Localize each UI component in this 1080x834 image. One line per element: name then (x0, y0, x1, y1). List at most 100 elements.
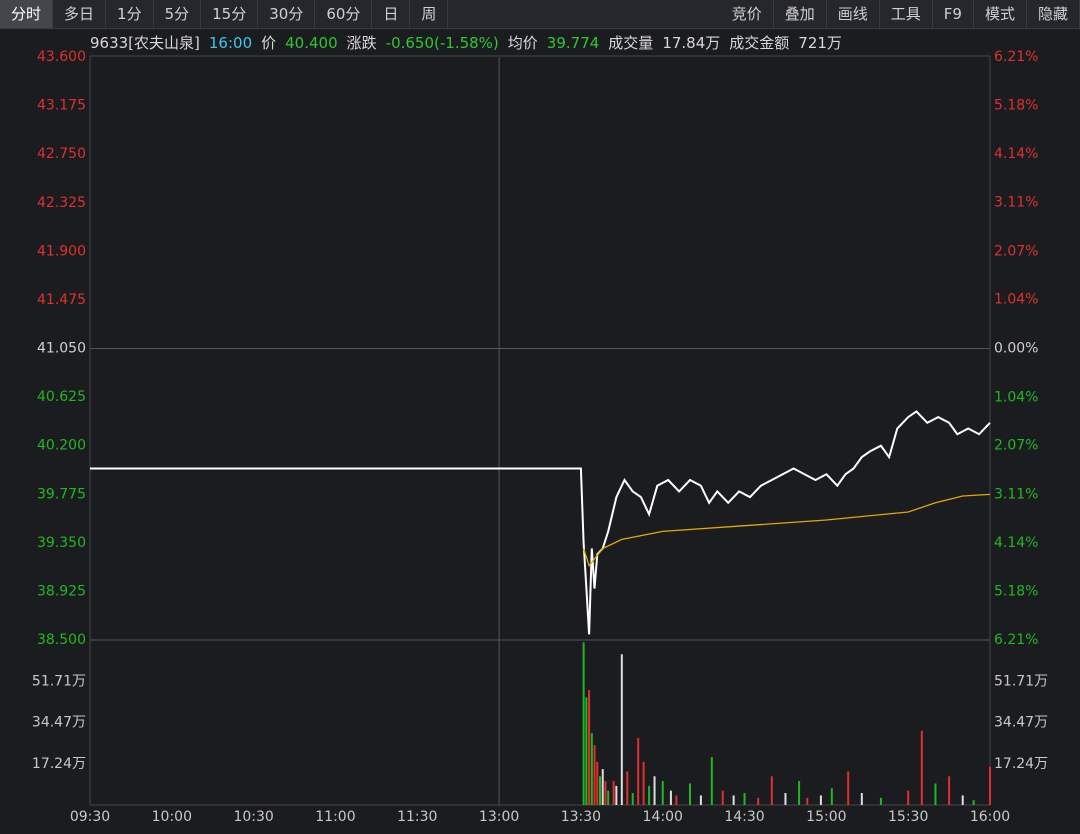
tool-button[interactable]: 工具 (880, 0, 933, 28)
y2-tick-label: 1.04% (994, 389, 1038, 405)
y-tick-label: 43.175 (37, 98, 86, 114)
volume-bar (961, 795, 964, 805)
x-tick-label: 13:00 (479, 809, 519, 825)
volume-bar (585, 697, 588, 805)
volume-bar (612, 781, 615, 805)
volume-bar (669, 790, 672, 805)
volume-bar (819, 795, 822, 805)
x-tick-label: 15:30 (888, 809, 928, 825)
price-line (582, 493, 991, 568)
tab[interactable]: 多日 (53, 0, 107, 28)
y2-tick-label: 3.11% (994, 486, 1038, 502)
volume-bar (620, 654, 623, 805)
y2-tick-label: 5.18% (994, 584, 1038, 600)
x-tick-label: 14:30 (724, 809, 764, 825)
volume-bar (653, 776, 656, 805)
tab[interactable]: 1分 (106, 0, 154, 28)
volume-bar (770, 776, 773, 805)
volume-bar (642, 761, 645, 805)
volume-bar (907, 790, 910, 805)
volume-bar (948, 776, 951, 805)
x-tick-label: 13:30 (561, 809, 601, 825)
volume-bar (615, 785, 618, 805)
volume-tick-label-right: 17.24万 (994, 756, 1048, 772)
tab[interactable]: 60分 (315, 0, 373, 28)
y-tick-label: 40.200 (37, 438, 86, 454)
volume-bar (582, 642, 585, 805)
volume-tick-label: 51.71万 (32, 673, 86, 689)
tool-button[interactable]: 隐藏 (1027, 0, 1080, 28)
plot-frame (89, 55, 991, 806)
volume-bar (699, 795, 702, 805)
y-tick-label: 38.500 (37, 632, 86, 648)
volume-bar (710, 757, 713, 805)
y-tick-label: 41.900 (37, 243, 86, 259)
volume-bar (626, 771, 629, 805)
tool-button[interactable]: 竞价 (721, 0, 774, 28)
quote-field: 成交金额 (729, 34, 790, 52)
quote-field: 价 (261, 34, 277, 52)
quote-field: 9633[农夫山泉] (90, 34, 200, 52)
x-tick-label: 09:30 (70, 809, 110, 825)
quote-field: 17.84万 (662, 34, 721, 52)
volume-bar (847, 771, 850, 805)
y-tick-label: 39.350 (37, 535, 86, 551)
y2-tick-label: 6.21% (994, 49, 1038, 65)
volume-bar (732, 795, 735, 805)
volume-bar (721, 790, 724, 805)
y2-tick-label: 1.04% (994, 292, 1038, 308)
x-tick-label: 14:00 (643, 809, 683, 825)
quote-field: 涨跌 (346, 34, 377, 52)
volume-bar (784, 793, 787, 805)
volume-bar (743, 793, 746, 805)
volume-bar (648, 785, 651, 805)
quote-field: 721万 (798, 34, 842, 52)
quote-field: 16:00 (208, 34, 253, 52)
volume-bar (637, 738, 640, 805)
volume-bar (989, 766, 991, 805)
y2-tick-label: 3.11% (994, 195, 1038, 211)
volume-bar (596, 761, 599, 805)
tab[interactable]: 5分 (154, 0, 202, 28)
tab[interactable]: 15分 (201, 0, 259, 28)
volume-bar (590, 733, 593, 805)
volume-bar (631, 793, 634, 805)
tool-button[interactable]: F9 (933, 0, 974, 28)
y2-tick-label: 4.14% (994, 535, 1038, 551)
x-tick-label: 10:00 (152, 809, 192, 825)
volume-bar (588, 690, 591, 805)
volume-bar (972, 800, 975, 805)
volume-bar (661, 781, 664, 805)
volume-tick-label: 17.24万 (32, 756, 86, 772)
tool-button[interactable]: 画线 (827, 0, 880, 28)
volume-bar (599, 776, 601, 805)
tab[interactable]: 周 (410, 0, 449, 28)
volume-bar (830, 788, 833, 805)
volume-bar (934, 783, 937, 805)
volume-tick-label-right: 51.71万 (994, 673, 1048, 689)
y2-tick-label: 2.07% (994, 438, 1038, 454)
tab[interactable]: 30分 (258, 0, 316, 28)
y2-tick-label: 0.00% (994, 341, 1038, 357)
quote-field: 成交量 (608, 34, 654, 52)
quote-field: 40.400 (285, 34, 338, 52)
price-line (90, 410, 991, 635)
tool-button[interactable]: 叠加 (774, 0, 827, 28)
y-tick-label: 42.750 (37, 146, 86, 162)
tab[interactable]: 日 (372, 0, 411, 28)
volume-bar (601, 769, 604, 805)
x-tick-label: 10:30 (233, 809, 273, 825)
toolbar: 分时 多日 1分 5分 15分 30分 60分日周 竞价 叠加 画线 工具 F9 模式 隐藏 (0, 0, 1080, 29)
tool-button[interactable]: 模式 (974, 0, 1027, 28)
x-tick-label: 11:30 (397, 809, 437, 825)
volume-tick-label-right: 34.47万 (994, 715, 1048, 731)
y-tick-label: 42.325 (37, 195, 86, 211)
volume-bar (604, 781, 607, 805)
quote-field: -0.650(-1.58%) (385, 34, 499, 52)
y-tick-label: 41.475 (37, 292, 86, 308)
tab[interactable]: 分时 (0, 0, 54, 28)
x-tick-label: 16:00 (970, 809, 1010, 825)
x-tick-label: 15:00 (806, 809, 846, 825)
